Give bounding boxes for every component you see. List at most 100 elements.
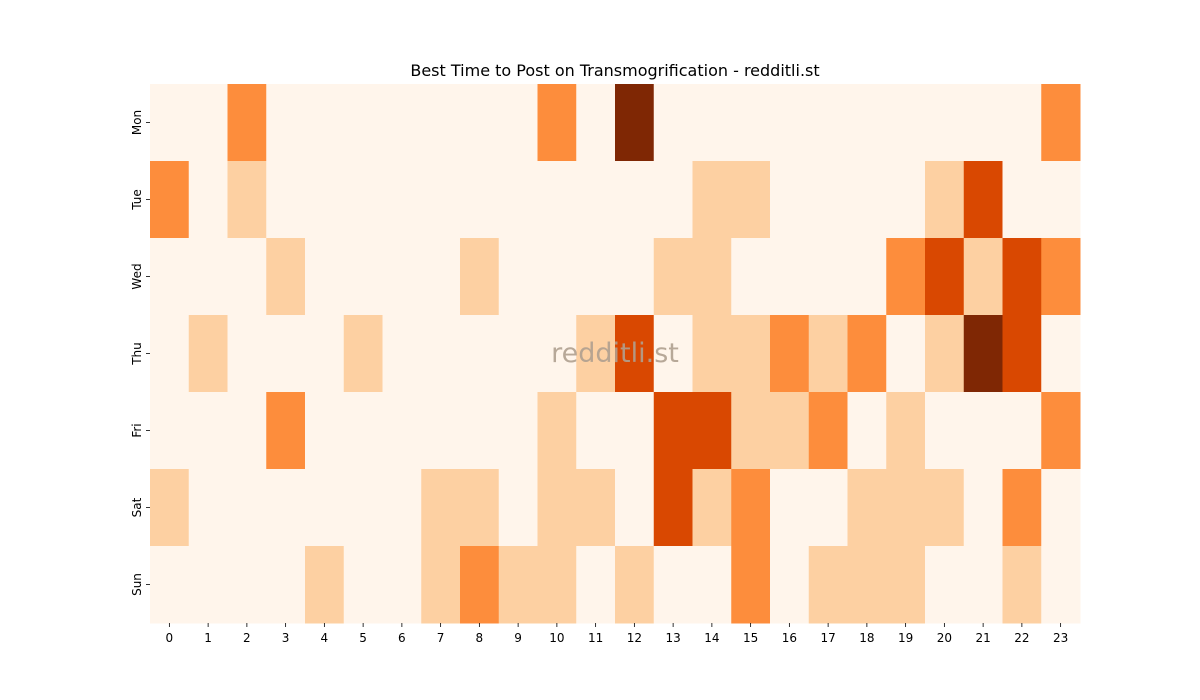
heatmap-cell xyxy=(692,392,732,470)
heatmap-cell xyxy=(266,161,306,239)
heatmap-cell xyxy=(770,546,810,624)
heatmap-cell xyxy=(305,392,345,470)
heatmap-cell xyxy=(963,84,1003,162)
heatmap-cell xyxy=(150,546,190,624)
heatmap-cell xyxy=(576,84,616,162)
heatmap-cell xyxy=(615,84,655,162)
heatmap-cell xyxy=(925,238,965,316)
heatmap-cell xyxy=(963,161,1003,239)
heatmap-cell xyxy=(150,161,190,239)
heatmap-cell xyxy=(963,546,1003,624)
heatmap-cell xyxy=(460,469,500,547)
x-tick-label: 9 xyxy=(514,631,522,645)
x-tick-label: 3 xyxy=(282,631,290,645)
heatmap-cell xyxy=(305,546,345,624)
x-tick-label: 17 xyxy=(820,631,835,645)
x-tick-label: 13 xyxy=(665,631,680,645)
heatmap-cell xyxy=(886,238,926,316)
watermark: redditli.st xyxy=(551,338,679,369)
heatmap-cell xyxy=(421,546,461,624)
heatmap-cell xyxy=(537,84,577,162)
x-tick-label: 1 xyxy=(204,631,212,645)
heatmap-cell xyxy=(227,546,267,624)
heatmap-cell xyxy=(576,469,616,547)
x-tick-label: 7 xyxy=(437,631,445,645)
heatmap-cell xyxy=(382,469,422,547)
heatmap-cell xyxy=(382,84,422,162)
heatmap-cell xyxy=(305,161,345,239)
heatmap-cell xyxy=(770,469,810,547)
heatmap-cell xyxy=(188,238,228,316)
heatmap-cell xyxy=(343,546,383,624)
heatmap-cell xyxy=(692,161,732,239)
x-tick-label: 18 xyxy=(859,631,874,645)
x-tick-label: 21 xyxy=(975,631,990,645)
x-tick-label: 10 xyxy=(549,631,564,645)
heatmap-cell xyxy=(421,392,461,470)
heatmap-cell xyxy=(731,546,771,624)
heatmap-cell xyxy=(305,238,345,316)
heatmap-cell xyxy=(537,161,577,239)
heatmap-cell xyxy=(188,546,228,624)
x-tick-label: 2 xyxy=(243,631,251,645)
x-tick-label: 15 xyxy=(743,631,758,645)
heatmap-cell xyxy=(188,84,228,162)
heatmap-cell xyxy=(847,469,887,547)
heatmap-cell xyxy=(460,84,500,162)
heatmap-cell xyxy=(1041,469,1081,547)
heatmap-cell xyxy=(382,238,422,316)
heatmap-cell xyxy=(343,84,383,162)
heatmap-cell xyxy=(576,238,616,316)
heatmap-cell xyxy=(1002,546,1042,624)
x-tick-label: 0 xyxy=(166,631,174,645)
heatmap-cell xyxy=(731,84,771,162)
heatmap-cell xyxy=(188,315,228,393)
x-tick-label: 8 xyxy=(476,631,484,645)
heatmap-cell xyxy=(847,392,887,470)
heatmap-cell xyxy=(150,315,190,393)
heatmap-cell xyxy=(305,84,345,162)
heatmap-cell xyxy=(421,161,461,239)
heatmap-cell xyxy=(886,546,926,624)
y-tick-label: Mon xyxy=(130,110,144,135)
heatmap-cell xyxy=(847,161,887,239)
x-tick-label: 12 xyxy=(627,631,642,645)
heatmap-cell xyxy=(421,84,461,162)
heatmap-cell xyxy=(266,392,306,470)
heatmap-cell xyxy=(227,84,267,162)
heatmap-cell xyxy=(537,469,577,547)
heatmap-cell xyxy=(653,161,693,239)
heatmap-cell xyxy=(808,238,848,316)
heatmap-cell xyxy=(925,84,965,162)
x-tick-label: 4 xyxy=(321,631,329,645)
heatmap-cell xyxy=(460,161,500,239)
heatmap-cell xyxy=(653,238,693,316)
heatmap-cell xyxy=(692,469,732,547)
heatmap-cell xyxy=(731,238,771,316)
heatmap-cell xyxy=(615,315,655,393)
heatmap-cell xyxy=(886,469,926,547)
heatmap-cell xyxy=(731,469,771,547)
heatmap-cell xyxy=(1002,469,1042,547)
heatmap-cell xyxy=(460,392,500,470)
heatmap-cell xyxy=(615,546,655,624)
heatmap-cell xyxy=(150,392,190,470)
heatmap-cell xyxy=(847,84,887,162)
heatmap-cell xyxy=(150,238,190,316)
heatmap-cell xyxy=(692,238,732,316)
x-tick-label: 14 xyxy=(704,631,719,645)
heatmap-cell xyxy=(847,546,887,624)
heatmap-cell xyxy=(343,469,383,547)
heatmap-cell xyxy=(305,469,345,547)
y-tick-label: Thu xyxy=(130,342,144,366)
heatmap-cell xyxy=(1041,238,1081,316)
heatmap-cell xyxy=(847,315,887,393)
x-tick-label: 22 xyxy=(1014,631,1029,645)
heatmap-cell xyxy=(886,392,926,470)
heatmap-cell xyxy=(925,315,965,393)
x-tick-label: 11 xyxy=(588,631,603,645)
heatmap-cell xyxy=(770,238,810,316)
y-tick-label: Tue xyxy=(130,189,144,211)
heatmap-cell xyxy=(576,161,616,239)
heatmap-cell xyxy=(886,161,926,239)
